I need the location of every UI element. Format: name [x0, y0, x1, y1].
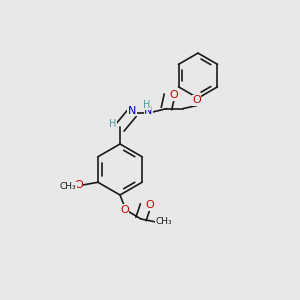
Text: N: N	[128, 106, 136, 116]
Text: O: O	[145, 200, 154, 211]
Text: O: O	[192, 95, 201, 105]
Text: O: O	[120, 205, 129, 215]
Text: CH₃: CH₃	[60, 182, 76, 191]
Text: CH₃: CH₃	[155, 218, 172, 226]
Text: H: H	[109, 119, 116, 130]
Text: H: H	[143, 100, 151, 110]
Text: O: O	[74, 180, 83, 190]
Text: O: O	[169, 90, 178, 100]
Text: N: N	[144, 106, 153, 116]
